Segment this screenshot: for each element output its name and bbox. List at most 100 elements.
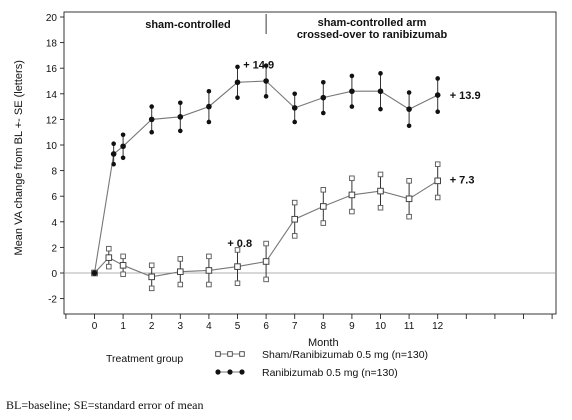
error-cap <box>120 155 126 161</box>
series-ranibizumab <box>91 63 441 276</box>
y-tick-label: 18 <box>46 39 58 50</box>
data-point <box>349 88 355 95</box>
data-point <box>234 263 241 270</box>
data-point <box>406 106 412 112</box>
data-point <box>148 273 155 281</box>
x-tick-label: 8 <box>321 321 327 332</box>
data-point <box>320 203 327 210</box>
error-cap <box>178 100 183 106</box>
legend-entry: Ranibizumab 0.5 mg (n=130) <box>215 367 398 379</box>
error-cap <box>111 141 116 147</box>
x-tick-label: 9 <box>349 321 355 332</box>
error-cap <box>111 161 116 167</box>
annotation-label: + 13.9 <box>450 90 481 102</box>
data-point <box>377 88 384 95</box>
data-point <box>120 143 126 150</box>
y-tick-label: 0 <box>51 269 57 280</box>
error-cap <box>320 220 327 226</box>
legend-title: Treatment group <box>106 353 183 365</box>
error-cap <box>206 88 212 94</box>
x-tick-label: 12 <box>432 321 444 332</box>
error-cap <box>349 208 355 215</box>
error-cap <box>149 129 154 135</box>
error-cap <box>406 123 412 129</box>
y-tick-label: 6 <box>51 192 57 203</box>
error-cap <box>206 253 212 260</box>
y-tick-label: 10 <box>46 141 58 152</box>
data-point <box>110 151 117 157</box>
error-cap <box>177 256 184 262</box>
error-cap <box>406 90 412 95</box>
error-cap <box>206 119 212 125</box>
error-cap <box>434 161 441 167</box>
x-tick-label: 3 <box>178 321 184 332</box>
x-tick-label: 0 <box>92 321 98 332</box>
data-point <box>434 92 441 98</box>
footnote: BL=baseline; SE=standard error of mean <box>6 398 204 412</box>
annotation-label: + 14.9 <box>243 59 274 71</box>
data-point <box>405 195 413 203</box>
legend-marker <box>239 369 245 375</box>
legend-label: Sham/Ranibizumab 0.5 mg (n=130) <box>262 349 428 361</box>
y-tick-label: 4 <box>51 218 57 229</box>
legend-entry: Sham/Ranibizumab 0.5 mg (n=130) <box>215 349 428 361</box>
x-tick-label: 6 <box>263 321 269 332</box>
error-cap <box>263 63 269 68</box>
data-point <box>263 78 269 84</box>
plot-frame <box>63 11 557 315</box>
error-cap <box>377 171 384 178</box>
error-cap <box>235 95 240 100</box>
legend-marker <box>227 351 233 357</box>
error-cap <box>349 175 355 182</box>
error-cap <box>148 285 155 292</box>
x-tick-label: 4 <box>206 321 212 332</box>
annotation-label: + 0.8 <box>227 238 252 250</box>
data-point <box>262 258 270 265</box>
data-point <box>320 94 327 101</box>
data-point <box>91 270 98 276</box>
data-point <box>148 116 155 123</box>
error-cap <box>120 132 126 138</box>
y-tick-label: 2 <box>51 243 57 254</box>
legend-marker <box>215 369 221 375</box>
error-cap <box>349 73 355 79</box>
y-tick-label: -2 <box>48 295 57 306</box>
x-tick-label: 11 <box>404 321 415 332</box>
series-sham-ranibizumab <box>91 161 441 292</box>
x-tick-label: 10 <box>375 321 387 332</box>
error-cap <box>120 271 126 278</box>
error-cap <box>434 194 441 201</box>
legend-label: Ranibizumab 0.5 mg (n=130) <box>262 367 398 379</box>
error-cap <box>263 276 269 283</box>
error-cap <box>106 263 112 270</box>
error-cap <box>406 178 412 184</box>
data-point <box>105 254 113 261</box>
data-point <box>234 79 241 86</box>
data-point <box>206 103 212 110</box>
y-tick-label: 16 <box>46 64 58 75</box>
error-cap <box>234 247 241 253</box>
error-cap <box>292 119 298 125</box>
error-cap <box>120 253 126 260</box>
error-cap <box>320 187 327 193</box>
error-cap <box>435 109 441 115</box>
series-line <box>93 80 438 274</box>
phase-label-left: sham-controlled <box>145 19 231 31</box>
x-tick-label: 2 <box>149 321 155 332</box>
error-cap <box>263 240 269 247</box>
y-tick-label: 8 <box>51 167 57 178</box>
y-tick-label: 12 <box>46 115 58 126</box>
y-tick-label: 20 <box>46 13 58 24</box>
error-cap <box>206 281 212 288</box>
annotation-label: + 7.3 <box>450 175 475 187</box>
error-cap <box>292 91 298 97</box>
error-cap <box>263 94 269 99</box>
y-axis-label: Mean VA change from BL +- SE (letters) <box>13 60 25 255</box>
error-cap <box>406 213 412 220</box>
error-cap <box>378 71 383 76</box>
error-cap <box>148 262 155 269</box>
data-point <box>291 215 298 223</box>
error-cap <box>177 281 184 288</box>
data-point <box>377 187 384 195</box>
